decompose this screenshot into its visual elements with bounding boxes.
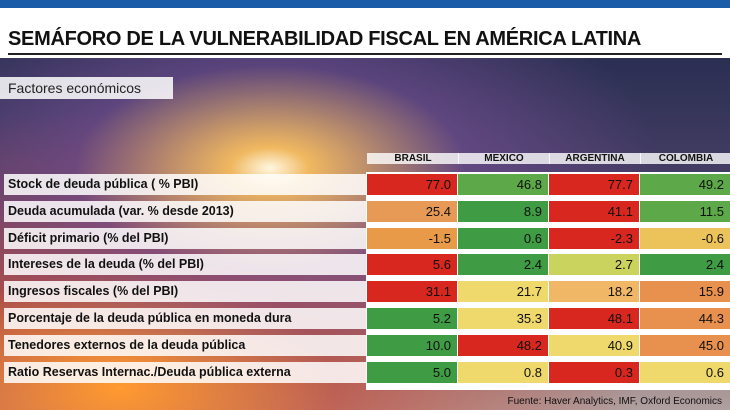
value-cell: -2.3 — [549, 227, 639, 249]
row-label: Ratio Reservas Internac./Deuda pública e… — [4, 361, 366, 383]
value-cell: 48.1 — [549, 308, 639, 329]
subtitle: Factores económicos — [0, 77, 173, 99]
column-header: COLOMBIA — [640, 153, 730, 164]
row-label: Ingresos fiscales (% del PBI) — [4, 281, 366, 303]
value-cell: 44.3 — [640, 308, 730, 329]
value-cell: 21.7 — [458, 281, 548, 303]
value-cell: 5.6 — [367, 254, 457, 276]
title: SEMÁFORO DE LA VULNERABILIDAD FISCAL EN … — [8, 28, 642, 50]
value-cell: 25.4 — [367, 200, 457, 222]
value-cell: 40.9 — [549, 334, 639, 356]
row-label: Deuda acumulada (var. % desde 2013) — [4, 200, 366, 222]
row-label: Intereses de la deuda (% del PBI) — [4, 254, 366, 276]
value-cell: 15.9 — [640, 281, 730, 303]
value-cell: 41.1 — [549, 200, 639, 222]
top-bar — [0, 0, 730, 8]
column-header: BRASIL — [367, 153, 459, 164]
value-cell: 31.1 — [367, 281, 457, 303]
value-cell: 2.4 — [640, 254, 730, 276]
row-label: Porcentaje de la deuda pública en moneda… — [4, 308, 366, 329]
row-label: Déficit primario (% del PBI) — [4, 227, 366, 249]
rule — [8, 53, 722, 55]
value-cell: 0.6 — [458, 227, 548, 249]
column-header: MEXICO — [458, 153, 550, 164]
value-cell: 10.0 — [367, 334, 457, 356]
value-cell: 77.0 — [367, 174, 457, 195]
value-cell: 11.5 — [640, 200, 730, 222]
row-label: Stock de deuda pública ( % PBI) — [4, 174, 366, 195]
value-cell: 5.0 — [367, 361, 457, 383]
source: Fuente: Haver Analytics, IMF, Oxford Eco… — [507, 396, 722, 407]
value-cell: -0.6 — [640, 227, 730, 249]
value-cell: 48.2 — [458, 334, 548, 356]
value-cell: 77.7 — [549, 174, 639, 195]
row-label: Tenedores externos de la deuda pública — [4, 334, 366, 356]
value-cell: 5.2 — [367, 308, 457, 329]
value-cell: 0.6 — [640, 361, 730, 383]
value-cell: 18.2 — [549, 281, 639, 303]
value-cell: 35.3 — [458, 308, 548, 329]
value-cell: 0.8 — [458, 361, 548, 383]
value-cell: 45.0 — [640, 334, 730, 356]
value-cell: 8.9 — [458, 200, 548, 222]
value-cell: 49.2 — [640, 174, 730, 195]
value-cell: -1.5 — [367, 227, 457, 249]
value-cell: 2.4 — [458, 254, 548, 276]
value-cell: 2.7 — [549, 254, 639, 276]
value-cell: 0.3 — [549, 361, 639, 383]
column-header: ARGENTINA — [549, 153, 641, 164]
value-cell: 46.8 — [458, 174, 548, 195]
